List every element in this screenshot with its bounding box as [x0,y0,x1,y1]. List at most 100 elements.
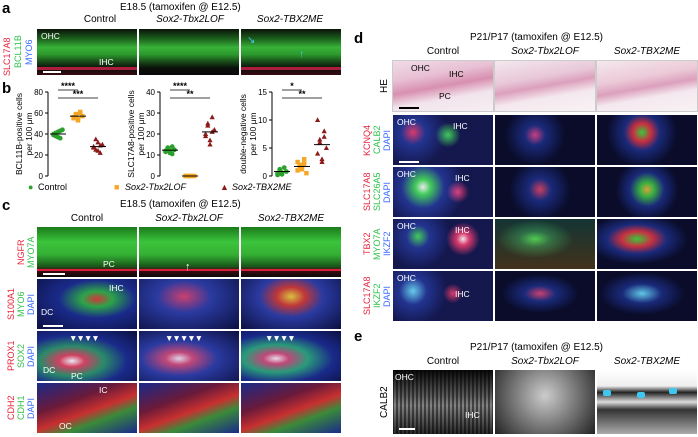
label-myo6: MYO6 [24,39,34,65]
y-axis-label: BCL11B-positive cellsper 100 μm [14,93,34,175]
y-tick-label: 20 [146,130,155,139]
panel-d-he-image: OHC IHC PC [392,60,494,112]
panel-d-image [596,218,698,270]
data-point [319,159,325,164]
significance-label: **** [173,81,188,91]
panel-c-image: ↑ [138,226,240,278]
data-point [319,156,325,162]
data-point [203,133,209,139]
panel-e-col-me: Sox2-TBX2ME [613,356,681,367]
panel-d-col-lof: Sox2-Tbx2LOF [511,46,579,57]
data-point [302,161,307,166]
annotation-ihc: IHC [99,57,114,67]
panel-d-row4-label: SLC17A8 IKZF2 DAPI [362,276,392,316]
data-point [321,128,327,134]
panel-c-col-lof: Sox2-Tbx2LOF [155,213,223,224]
data-point [323,145,329,150]
panel-c-title: E18.5 (tamoxifen @ E12.5) [120,199,241,210]
scale-bar [43,71,61,73]
panel-c-image [240,382,342,434]
panel-c-image: IHC DC [36,278,138,330]
y-tick-label: 0 [263,172,268,181]
legend-marker-lof: ■ [114,182,120,192]
annotation-dc: DC [41,307,54,317]
panel-d-title: P21/P17 (tamoxifen @ E12.5) [470,32,603,43]
annotation-ohc: OHC [411,63,430,73]
panel-e-image [596,369,698,435]
panel-d-col-me: Sox2-TBX2ME [613,46,681,57]
legend-control: Control [38,182,68,192]
annotation-ic: IC [99,385,108,395]
panel-c-image [240,278,342,330]
panel-c-row1-label: NGFR MYO7A [16,236,36,268]
annotation-ohc: OHC [395,372,414,382]
legend-marker-control: ● [28,182,34,192]
panel-d-image [494,166,596,218]
panel-d-he-image [494,60,596,112]
data-point [93,136,99,142]
data-point [209,114,215,120]
annotation-ohc: OHC [397,169,416,179]
legend-me: Sox2-TBX2ME [232,182,292,192]
y-tick-label: 15 [258,88,267,97]
cyan-cell-marker [669,388,677,394]
panel-c-image: IC OC [36,382,138,434]
y-tick-label: 10 [258,116,267,125]
label-slc17a8: SLC17A8 [2,37,12,76]
panel-c-row4-label: CDH2 CDH1 DAPI [6,395,36,421]
panel-d-image: OHC IHC [392,218,494,270]
data-point [71,116,76,121]
y-tick-label: 0 [39,172,44,181]
y-tick-label: 40 [146,88,155,97]
panel-c-image [138,278,240,330]
scale-bar [43,273,65,275]
panel-d-image [596,114,698,166]
panel-a-col-control: Control [83,14,117,25]
arrowheads-icon: ▼▼▼▼▼ [165,333,203,343]
panel-d-image [494,114,596,166]
panel-e-row-label: CALB2 [379,386,390,418]
panel-c-image [240,226,342,278]
panel-d-image: OHC IHC [392,270,494,322]
data-point [299,167,305,172]
data-point [205,120,211,126]
data-point [207,141,213,147]
panel-d-he-label: HE [379,79,390,93]
annotation-pc: PC [71,371,83,381]
panel-c-row2-label: S100A1 MYO6 DAPI [6,287,36,321]
label-bcl11b: BCL11B [13,35,23,69]
y-tick-label: 10 [146,151,155,160]
arrow-icon: ↘ [247,35,256,46]
annotation-ohc: OHC [41,31,60,41]
panel-b-label: b [2,80,12,97]
arrowheads-icon: ▼▼▼▼ [265,333,296,343]
panel-d-row3-label: TBX2 MYO7A IKZF2 [362,228,392,260]
data-point [297,163,302,169]
data-point [78,109,83,115]
data-point [53,130,59,136]
data-point [321,134,327,139]
annotation-ohc: OHC [397,117,416,127]
panel-a-image-lof [138,28,240,76]
panel-a-col-lof: Sox2-Tbx2LOF [156,14,224,25]
panel-e-image: OHC IHC [392,369,494,435]
annotation-dc: DC [43,365,56,375]
cyan-cell-marker [603,390,611,396]
panel-c-image: PC [36,226,138,278]
panel-e-col-control: Control [426,356,460,367]
data-point [95,148,101,153]
data-point [75,118,81,123]
panel-d-image [596,270,698,322]
data-point [57,128,63,134]
data-point [169,151,175,157]
y-tick-label: 5 [263,144,268,153]
data-point [317,139,323,145]
panel-e-col-lof: Sox2-Tbx2LOF [511,356,579,367]
panel-d-row1-label: KCNQ4 CALB2 DAPI [362,124,392,156]
annotation-ihc: IHC [455,173,470,183]
data-point [211,127,217,132]
panel-e-label: e [354,328,363,345]
